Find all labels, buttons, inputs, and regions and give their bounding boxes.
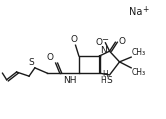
Text: S: S (107, 76, 112, 85)
Text: N: N (100, 46, 107, 55)
Text: −: − (101, 35, 108, 44)
Text: O: O (47, 53, 54, 62)
Text: O: O (70, 35, 77, 44)
Text: +: + (142, 5, 148, 14)
Text: S: S (28, 58, 34, 67)
Text: H: H (100, 76, 106, 85)
Text: NH: NH (63, 76, 76, 85)
Text: CH₃: CH₃ (132, 47, 146, 57)
Text: Na: Na (129, 7, 143, 17)
Text: CH₃: CH₃ (132, 68, 146, 77)
Text: O: O (96, 38, 103, 47)
Text: H: H (102, 70, 108, 79)
Text: O: O (119, 37, 126, 46)
